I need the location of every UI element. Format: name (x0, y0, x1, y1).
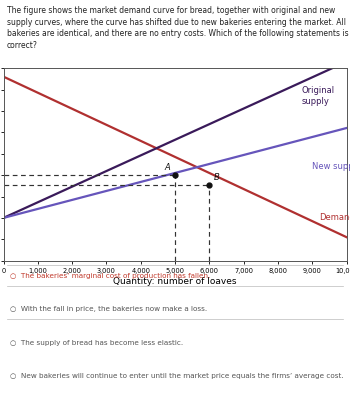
X-axis label: Quantity: number of loaves: Quantity: number of loaves (113, 277, 237, 286)
Text: Demand: Demand (319, 213, 350, 222)
Text: ○  New bakeries will continue to enter until the market price equals the firms’ : ○ New bakeries will continue to enter un… (10, 373, 344, 379)
Text: B: B (214, 173, 219, 182)
Text: ○  The bakeries’ marginal cost of production has fallen.: ○ The bakeries’ marginal cost of product… (10, 273, 211, 279)
Text: The figure shows the market demand curve for bread, together with original and n: The figure shows the market demand curve… (7, 6, 349, 50)
Text: A: A (164, 163, 170, 172)
Text: Original
supply: Original supply (302, 86, 335, 106)
Text: ○  With the fall in price, the bakeries now make a loss.: ○ With the fall in price, the bakeries n… (10, 307, 208, 312)
Text: New supply: New supply (312, 162, 350, 171)
Text: ○  The supply of bread has become less elastic.: ○ The supply of bread has become less el… (10, 340, 183, 346)
